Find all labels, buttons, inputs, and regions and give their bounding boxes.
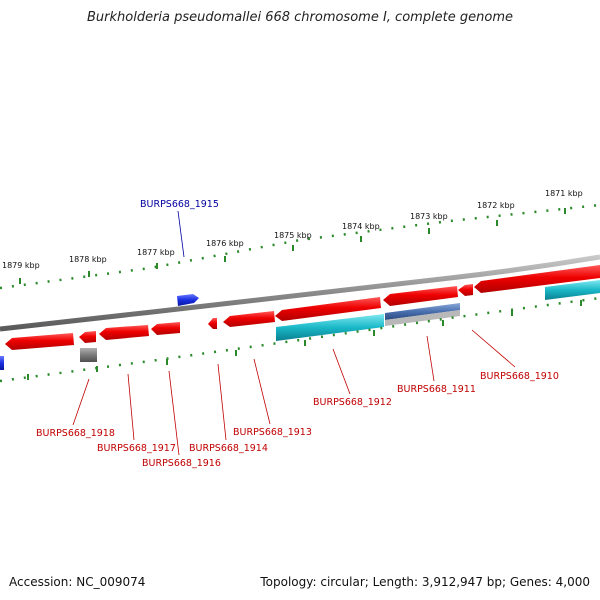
gene-feature-1911-lower[interactable]	[385, 310, 460, 326]
kbp-label: 1872 kbp	[477, 201, 515, 210]
genome-summary-text: Topology: circular; Length: 3,912,947 bp…	[260, 575, 590, 589]
cds-feature[interactable]	[99, 325, 149, 340]
rna-feature-1912[interactable]	[276, 314, 384, 341]
kbp-label: 1876 kbp	[206, 239, 244, 248]
gene-label[interactable]: BURPS668_1918	[36, 428, 115, 439]
gene-label[interactable]: BURPS668_1917	[97, 443, 176, 454]
gene-label[interactable]: BURPS668_1916	[142, 458, 221, 469]
gene-labels: BURPS668_1915 BURPS668_1918 BURPS668_191…	[36, 199, 559, 469]
rna-feature-1910[interactable]	[545, 280, 600, 300]
cds-feature[interactable]	[275, 297, 381, 321]
cds-feature[interactable]	[383, 286, 458, 306]
kbp-label: 1878 kbp	[69, 255, 107, 264]
gene-feature-edge[interactable]	[0, 356, 4, 370]
gene-label[interactable]: BURPS668_1911	[397, 384, 476, 395]
kbp-label: 1874 kbp	[342, 222, 380, 231]
cds-feature[interactable]	[151, 322, 180, 335]
kbp-labels: 1879 kbp 1878 kbp 1877 kbp 1876 kbp 1875…	[2, 189, 583, 270]
leader-lines	[72, 210, 516, 456]
accession-text: Accession: NC_009074	[9, 575, 146, 589]
cds-feature[interactable]	[458, 284, 473, 296]
gene-label[interactable]: BURPS668_1915	[140, 199, 219, 210]
kbp-label: 1873 kbp	[410, 212, 448, 221]
gene-feature-1918[interactable]	[80, 348, 97, 362]
kbp-label: 1875 kbp	[274, 231, 312, 240]
gene-label[interactable]: BURPS668_1910	[480, 371, 559, 382]
gene-label[interactable]: BURPS668_1912	[313, 397, 392, 408]
chromosome-backbone	[0, 254, 600, 332]
cds-features	[5, 265, 600, 350]
gene-label[interactable]: BURPS668_1914	[189, 443, 268, 454]
outer-kbp-ring	[0, 203, 600, 290]
cds-feature[interactable]	[208, 318, 217, 329]
cds-feature[interactable]	[474, 265, 600, 293]
cds-feature[interactable]	[79, 331, 96, 343]
kbp-label: 1879 kbp	[2, 261, 40, 270]
inner-kbp-ring	[0, 296, 600, 383]
gene-feature-1911[interactable]	[385, 303, 460, 320]
map-title: Burkholderia pseudomallei 668 chromosome…	[86, 10, 514, 25]
cds-feature[interactable]	[5, 333, 74, 350]
gene-feature-1915[interactable]	[177, 294, 199, 306]
gene-label[interactable]: BURPS668_1913	[233, 427, 312, 438]
kbp-label: 1871 kbp	[545, 189, 583, 198]
kbp-label: 1877 kbp	[137, 248, 175, 257]
cds-feature[interactable]	[223, 311, 275, 327]
